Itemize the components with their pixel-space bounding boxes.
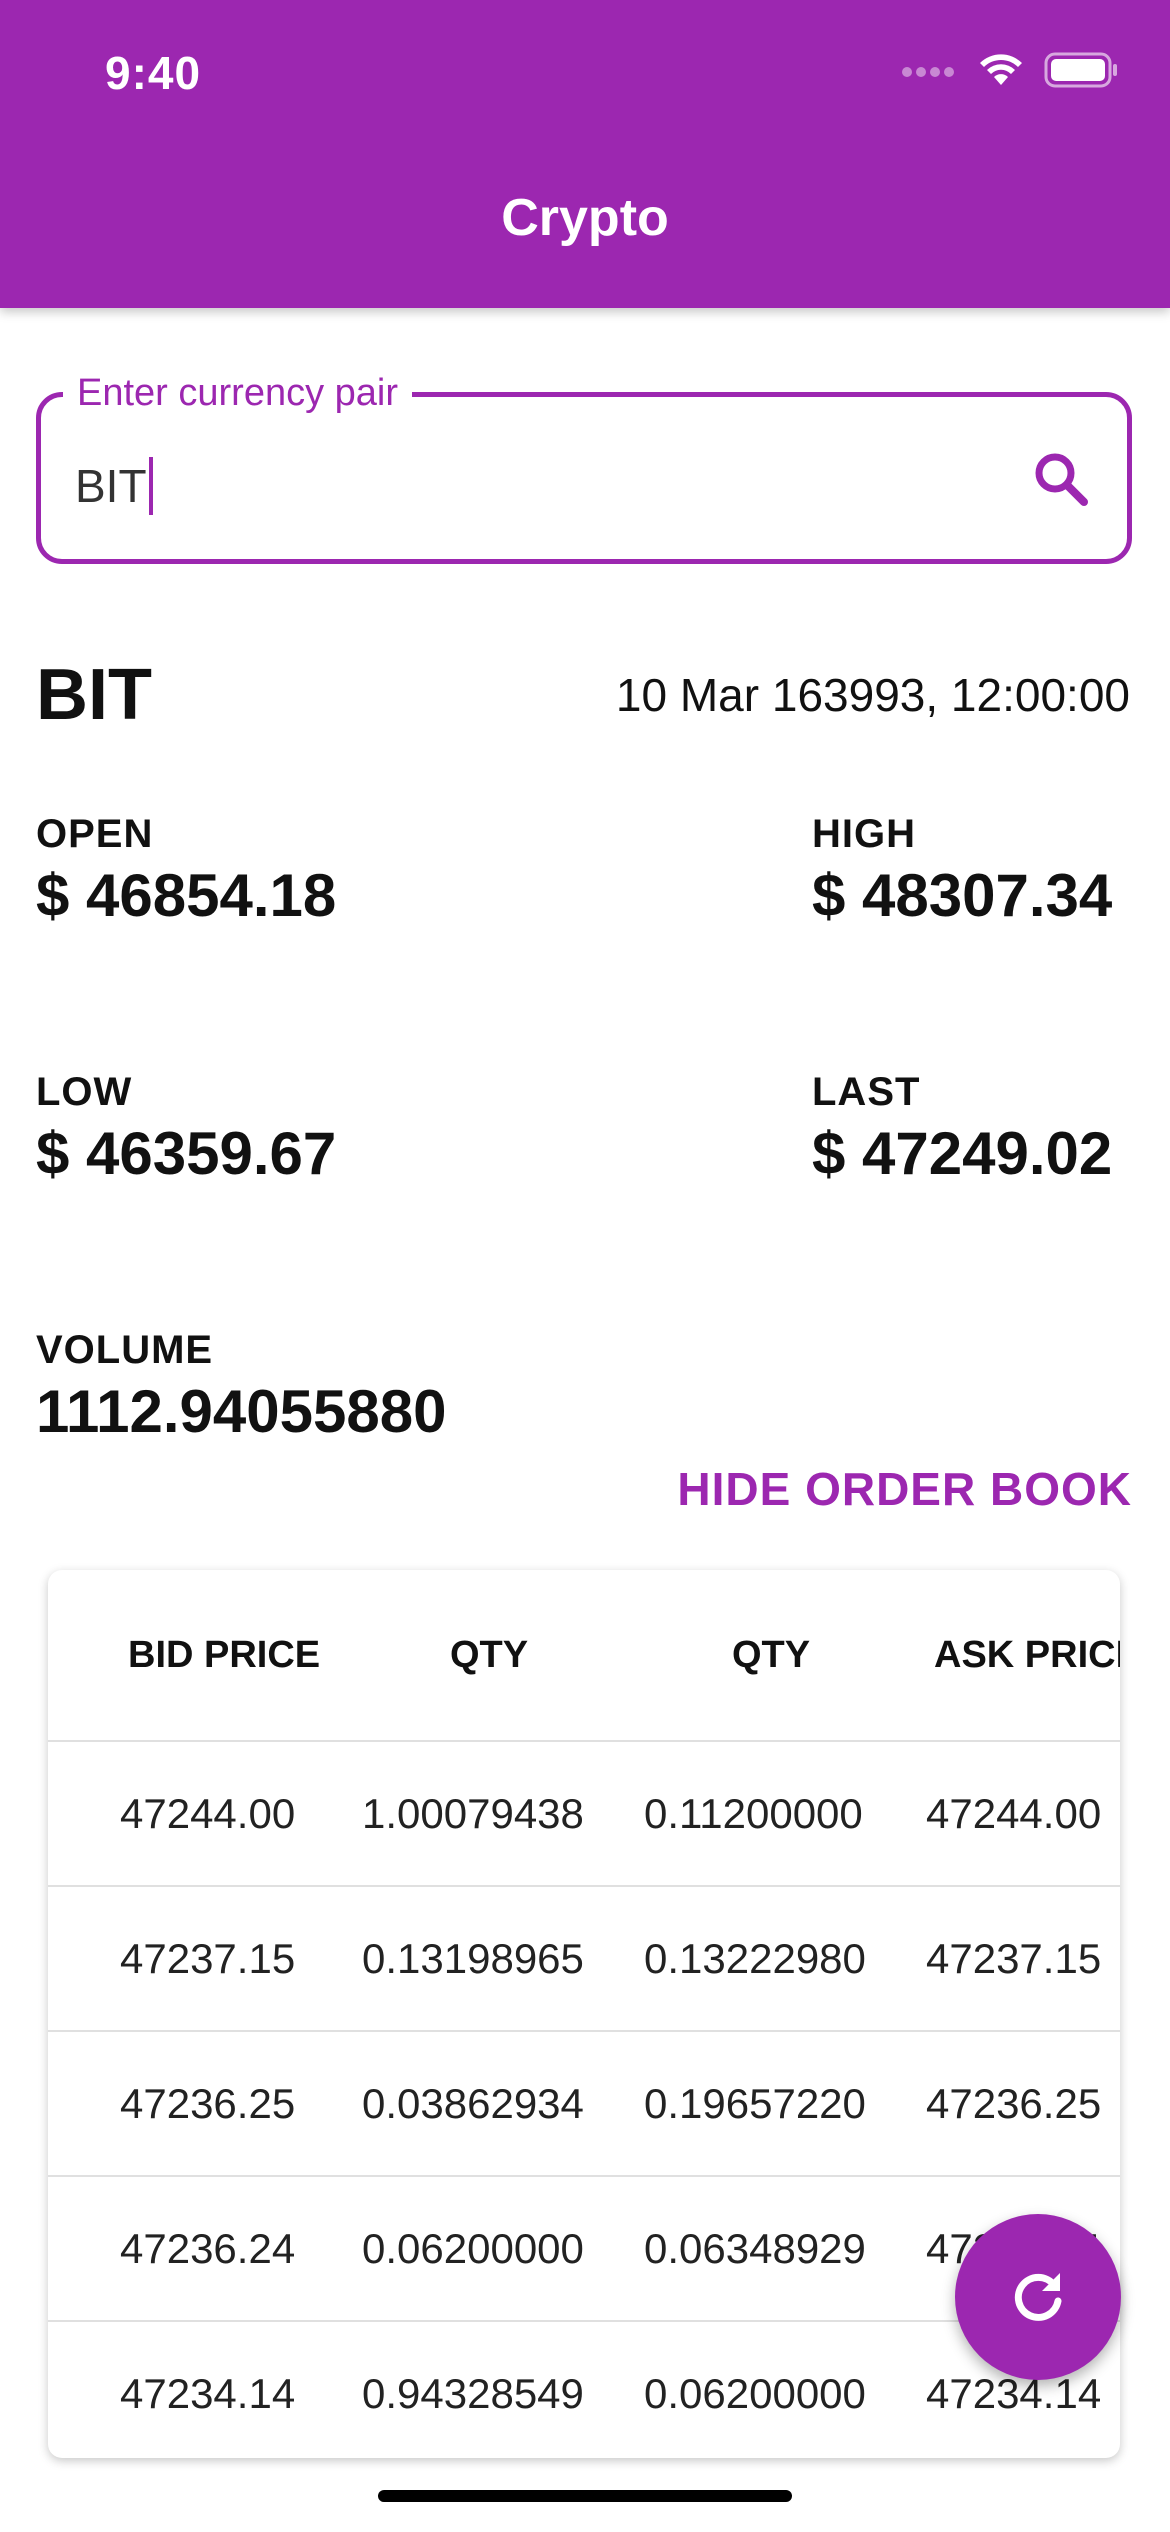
stat-low: LOW $ 46359.67 bbox=[36, 1070, 336, 1188]
search-input-value: BIT bbox=[75, 460, 147, 512]
refresh-button[interactable] bbox=[955, 2214, 1121, 2380]
table-row: 47236.24 0.06200000 0.06348929 47236.24 bbox=[48, 2175, 1120, 2320]
bid-price-cell: 47236.25 bbox=[120, 2079, 296, 2127]
stat-low-label: LOW bbox=[36, 1070, 133, 1114]
table-header-row: BID PRICE QTY QTY ASK PRICE bbox=[48, 1570, 1120, 1740]
bid-qty-cell: 0.03862934 bbox=[362, 2079, 584, 2127]
search-icon[interactable] bbox=[1031, 449, 1091, 509]
stat-last-label: LAST bbox=[812, 1070, 921, 1114]
stat-high: HIGH $ 48307.34 bbox=[812, 812, 1112, 930]
order-book-table: BID PRICE QTY QTY ASK PRICE 47244.00 1.0… bbox=[48, 1570, 1120, 2458]
ask-price-cell: 47244.00 bbox=[926, 1789, 1102, 1837]
bid-price-cell: 47244.00 bbox=[120, 1789, 296, 1837]
ask-price-cell: 47234.14 bbox=[926, 2369, 1102, 2417]
search-field-label: Enter currency pair bbox=[63, 367, 413, 419]
bid-qty-cell: 0.13198965 bbox=[362, 1934, 584, 1982]
battery-icon bbox=[1044, 52, 1118, 93]
app-title: Crypto bbox=[501, 189, 669, 247]
stat-last-value: $ 47249.02 bbox=[812, 1120, 1113, 1187]
signal-icon bbox=[902, 64, 958, 82]
pair-symbol: BIT bbox=[36, 655, 152, 735]
ask-qty-cell: 0.13222980 bbox=[644, 1934, 866, 1982]
column-header-bid-price: BID PRICE bbox=[128, 1633, 321, 1676]
table-row: 47236.25 0.03862934 0.19657220 47236.25 bbox=[48, 2030, 1120, 2175]
bid-price-cell: 47234.14 bbox=[120, 2369, 296, 2417]
column-header-ask-price: ASK PRICE bbox=[934, 1633, 1120, 1676]
column-header-bid-qty: QTY bbox=[449, 1633, 529, 1676]
text-caret bbox=[148, 457, 153, 515]
stat-open-label: OPEN bbox=[36, 812, 154, 856]
stat-volume: VOLUME 1112.94055880 bbox=[36, 1328, 446, 1446]
bid-qty-cell: 0.94328549 bbox=[362, 2369, 584, 2417]
stat-low-value: $ 46359.67 bbox=[36, 1120, 337, 1187]
stat-high-value: $ 48307.34 bbox=[812, 862, 1113, 929]
bid-qty-cell: 1.00079438 bbox=[362, 1789, 584, 1837]
search-input[interactable]: BIT bbox=[75, 457, 153, 515]
bid-qty-cell: 0.06200000 bbox=[362, 2224, 584, 2272]
currency-pair-search-field[interactable]: Enter currency pair BIT bbox=[36, 367, 1132, 564]
stat-open-value: $ 46854.18 bbox=[36, 862, 337, 929]
status-time: 9:40 bbox=[105, 47, 202, 99]
wifi-icon bbox=[978, 53, 1024, 92]
stat-high-label: HIGH bbox=[812, 812, 916, 856]
stat-last: LAST $ 47249.02 bbox=[812, 1070, 1112, 1188]
stat-volume-value: 1112.94055880 bbox=[36, 1378, 447, 1445]
app-bar: 9:40 Crypto bbox=[0, 0, 1170, 308]
bid-price-cell: 47236.24 bbox=[120, 2224, 296, 2272]
table-row: 47234.14 0.94328549 0.06200000 47234.14 bbox=[48, 2320, 1120, 2458]
ask-qty-cell: 0.19657220 bbox=[644, 2079, 866, 2127]
ask-qty-cell: 0.11200000 bbox=[644, 1789, 863, 1837]
ask-qty-cell: 0.06200000 bbox=[644, 2369, 866, 2417]
stat-volume-label: VOLUME bbox=[36, 1328, 214, 1372]
status-icons bbox=[902, 52, 1118, 93]
hide-order-book-button[interactable]: HIDE ORDER BOOK bbox=[677, 1463, 1132, 1515]
ask-price-cell: 47236.25 bbox=[926, 2079, 1102, 2127]
pair-timestamp: 10 Mar 163993, 12:00:00 bbox=[615, 669, 1130, 721]
bid-price-cell: 47237.15 bbox=[120, 1934, 296, 1982]
home-indicator[interactable] bbox=[378, 2490, 792, 2502]
ask-price-cell: 47237.15 bbox=[926, 1934, 1102, 1982]
stat-open: OPEN $ 46854.18 bbox=[36, 812, 336, 930]
table-row: 47244.00 1.00079438 0.11200000 47244.00 bbox=[48, 1740, 1120, 1885]
ask-qty-cell: 0.06348929 bbox=[644, 2224, 866, 2272]
column-header-ask-qty: QTY bbox=[731, 1633, 811, 1676]
refresh-icon bbox=[1014, 2273, 1062, 2321]
table-row: 47237.15 0.13198965 0.13222980 47237.15 bbox=[48, 1885, 1120, 2030]
